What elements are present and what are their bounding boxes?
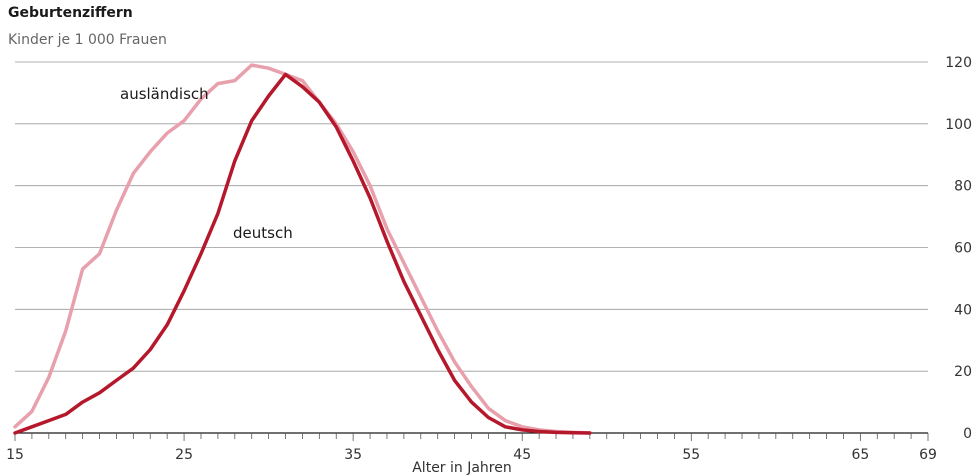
series-label-deutsch: deutsch [233,224,293,242]
y-tick-label: 40 [954,302,972,318]
y-tick-label: 0 [963,426,972,442]
x-tick-label: 15 [6,447,24,463]
y-axis: 0 20 40 60 80 100 120 [945,55,972,442]
x-tick-label: 35 [344,447,362,463]
x-tick-label: 25 [175,447,193,463]
chart-subtitle: Kinder je 1 000 Frauen [8,32,167,48]
x-tick-label: 55 [682,447,700,463]
x-tick-label: 45 [513,447,531,463]
series-line-auslaendisch [13,63,592,435]
series-label-auslaendisch: ausländisch [120,85,209,103]
gridlines [15,61,928,434]
series-lines [13,63,592,435]
chart-title: Geburtenziffern [8,5,133,21]
y-tick-label: 20 [954,364,972,380]
series-line-deutsch [13,72,592,435]
x-axis: 15 25 35 45 55 65 69 [6,433,937,463]
y-tick-label: 120 [945,55,972,71]
x-tick-label: 69 [919,447,937,463]
x-tick-label: 65 [851,447,869,463]
y-tick-label: 100 [945,117,972,133]
y-tick-label: 60 [954,241,972,257]
y-tick-label: 80 [954,179,972,195]
x-axis-label: Alter in Jahren [412,460,512,475]
